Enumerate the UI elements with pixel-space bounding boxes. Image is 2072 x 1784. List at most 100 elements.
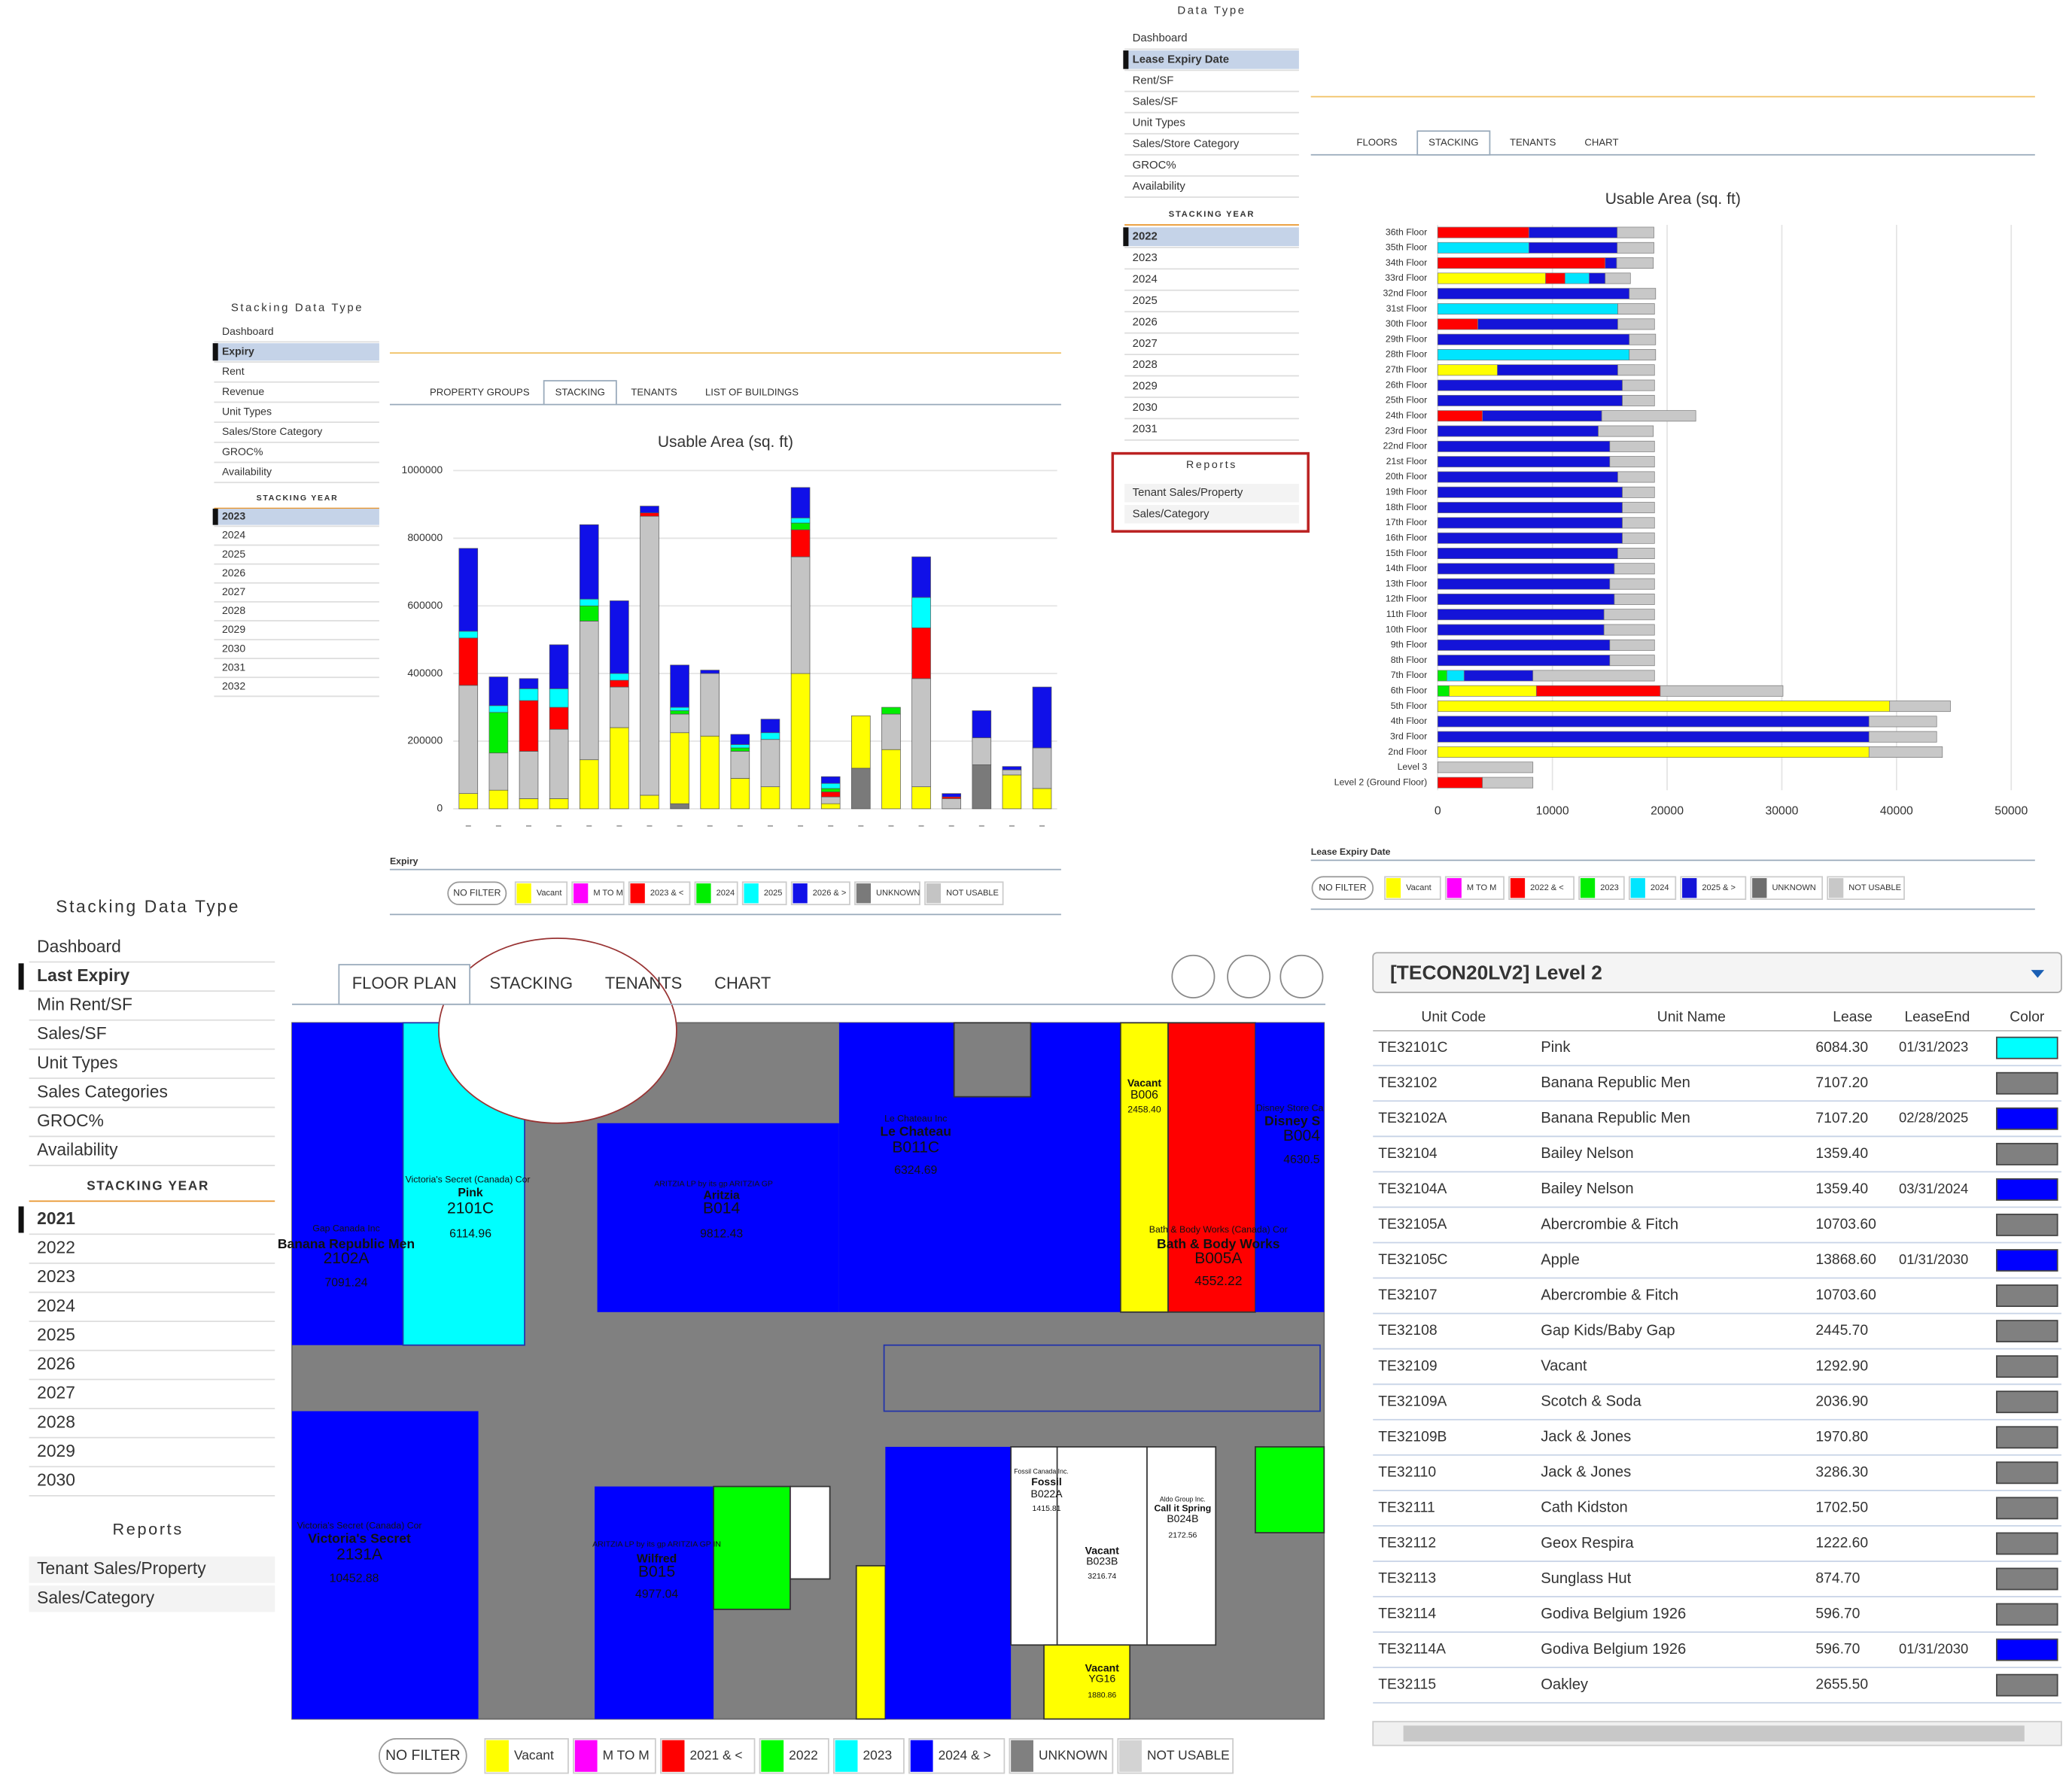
unit[interactable] xyxy=(855,1565,887,1720)
unit[interactable] xyxy=(597,1123,839,1312)
bar-segment[interactable] xyxy=(911,556,931,598)
bar-segment[interactable] xyxy=(1437,272,1546,284)
bar-segment[interactable] xyxy=(730,751,750,779)
year-item[interactable]: 2023 xyxy=(1133,251,1158,264)
year-item[interactable]: 2024 xyxy=(1133,272,1158,285)
bar-segment[interactable] xyxy=(1437,731,1870,743)
tab[interactable]: FLOOR PLAN xyxy=(352,974,457,992)
bar-segment[interactable] xyxy=(1437,777,1483,789)
bar-segment[interactable] xyxy=(1002,766,1022,770)
bar-segment[interactable] xyxy=(1605,272,1631,284)
bar-segment[interactable] xyxy=(911,678,931,788)
year-item[interactable]: 2026 xyxy=(1133,315,1158,328)
bar-segment[interactable] xyxy=(549,728,569,799)
bar-segment[interactable] xyxy=(1614,593,1655,605)
sidebar-item[interactable]: Dashboard xyxy=(1133,32,1188,44)
bar-segment[interactable] xyxy=(790,487,811,518)
bar-segment[interactable] xyxy=(760,739,780,788)
unit-code[interactable]: TE32114 xyxy=(1378,1606,1436,1622)
bar-segment[interactable] xyxy=(1437,364,1498,376)
bar-segment[interactable] xyxy=(1437,303,1618,315)
unit-code[interactable]: TE32105A xyxy=(1378,1217,1447,1232)
unit-code[interactable]: TE32112 xyxy=(1378,1536,1436,1552)
bar-segment[interactable] xyxy=(790,556,811,674)
unit[interactable] xyxy=(1010,1446,1217,1646)
sidebar-item[interactable]: Dashboard xyxy=(37,936,121,956)
bar-segment[interactable] xyxy=(1437,624,1605,636)
bar-segment[interactable] xyxy=(1532,670,1655,682)
year-item[interactable]: 2023 xyxy=(37,1266,75,1286)
sidebar-item[interactable]: Availability xyxy=(222,466,272,478)
bar-segment[interactable] xyxy=(670,710,689,715)
tab[interactable]: TENANTS xyxy=(631,386,677,397)
bar-segment[interactable] xyxy=(942,793,961,798)
bar-segment[interactable] xyxy=(730,744,750,749)
bar-segment[interactable] xyxy=(700,673,720,737)
bar-segment[interactable] xyxy=(1437,226,1529,239)
year-item[interactable]: 2023 xyxy=(222,510,245,522)
bar-segment[interactable] xyxy=(1437,563,1615,575)
unit-code[interactable]: TE32108 xyxy=(1378,1323,1437,1339)
bar-segment[interactable] xyxy=(579,759,599,810)
year-item[interactable]: 2026 xyxy=(37,1354,75,1373)
filter-label[interactable]: NO FILTER xyxy=(385,1748,460,1764)
sidebar-item[interactable]: Expiry xyxy=(222,345,254,357)
bar-segment[interactable] xyxy=(1868,746,1943,758)
bar-segment[interactable] xyxy=(1868,716,1937,728)
bar-segment[interactable] xyxy=(610,686,629,728)
bar-segment[interactable] xyxy=(820,776,841,784)
bar-segment[interactable] xyxy=(458,631,479,639)
bar-segment[interactable] xyxy=(1437,502,1623,514)
tab[interactable]: FLOORS xyxy=(1356,136,1397,147)
unit-code[interactable]: TE32104 xyxy=(1378,1146,1438,1162)
bar-segment[interactable] xyxy=(881,707,901,715)
year-item[interactable]: 2030 xyxy=(222,642,245,654)
bar-segment[interactable] xyxy=(1622,394,1655,406)
tab[interactable]: TENANTS xyxy=(605,974,682,992)
year-item[interactable]: 2030 xyxy=(1133,401,1158,414)
bar-segment[interactable] xyxy=(972,710,992,738)
bar-segment[interactable] xyxy=(488,705,509,713)
bar-segment[interactable] xyxy=(488,789,509,810)
report-item[interactable]: Tenant Sales/Property xyxy=(1133,486,1243,499)
bar-segment[interactable] xyxy=(1889,701,1951,713)
unit[interactable] xyxy=(790,1485,831,1580)
unit-code[interactable]: TE32105C xyxy=(1378,1252,1447,1268)
bar-segment[interactable] xyxy=(1622,379,1655,391)
bar-segment[interactable] xyxy=(1032,747,1052,789)
bar-segment[interactable] xyxy=(1437,746,1870,758)
bar-segment[interactable] xyxy=(1609,655,1655,667)
reset-button[interactable] xyxy=(1171,954,1216,998)
bar-segment[interactable] xyxy=(1529,226,1618,239)
print-button[interactable] xyxy=(1279,954,1324,998)
bar-segment[interactable] xyxy=(1437,655,1611,667)
year-item[interactable]: 2029 xyxy=(1133,380,1158,393)
bar-segment[interactable] xyxy=(458,793,479,810)
bar-segment[interactable] xyxy=(1622,502,1655,514)
bar-segment[interactable] xyxy=(488,712,509,754)
bar-segment[interactable] xyxy=(1437,548,1618,559)
unit[interactable] xyxy=(292,1023,403,1345)
bar-segment[interactable] xyxy=(911,597,931,628)
bar-segment[interactable] xyxy=(700,670,720,674)
dropdown-arrow[interactable] xyxy=(2031,970,2045,978)
sidebar-item[interactable]: Min Rent/SF xyxy=(37,995,132,1014)
bar-segment[interactable] xyxy=(1437,471,1618,483)
year-item[interactable]: 2022 xyxy=(1133,230,1158,243)
bar-segment[interactable] xyxy=(1437,761,1534,773)
bar-segment[interactable] xyxy=(670,707,689,711)
bar-segment[interactable] xyxy=(640,512,659,517)
bar-segment[interactable] xyxy=(549,798,569,810)
bar-segment[interactable] xyxy=(700,735,720,810)
bar-segment[interactable] xyxy=(1477,318,1618,330)
unit-code[interactable]: TE32102 xyxy=(1378,1075,1437,1091)
year-item[interactable]: 2027 xyxy=(222,585,245,597)
bar-segment[interactable] xyxy=(1437,532,1623,544)
bar-segment[interactable] xyxy=(1437,701,1891,713)
bar-segment[interactable] xyxy=(1601,410,1696,422)
bar-segment[interactable] xyxy=(1002,774,1022,810)
unit[interactable] xyxy=(1043,1644,1131,1720)
bar-segment[interactable] xyxy=(972,737,992,765)
year-item[interactable]: 2024 xyxy=(222,529,245,541)
filter-button[interactable] xyxy=(1311,876,1374,901)
